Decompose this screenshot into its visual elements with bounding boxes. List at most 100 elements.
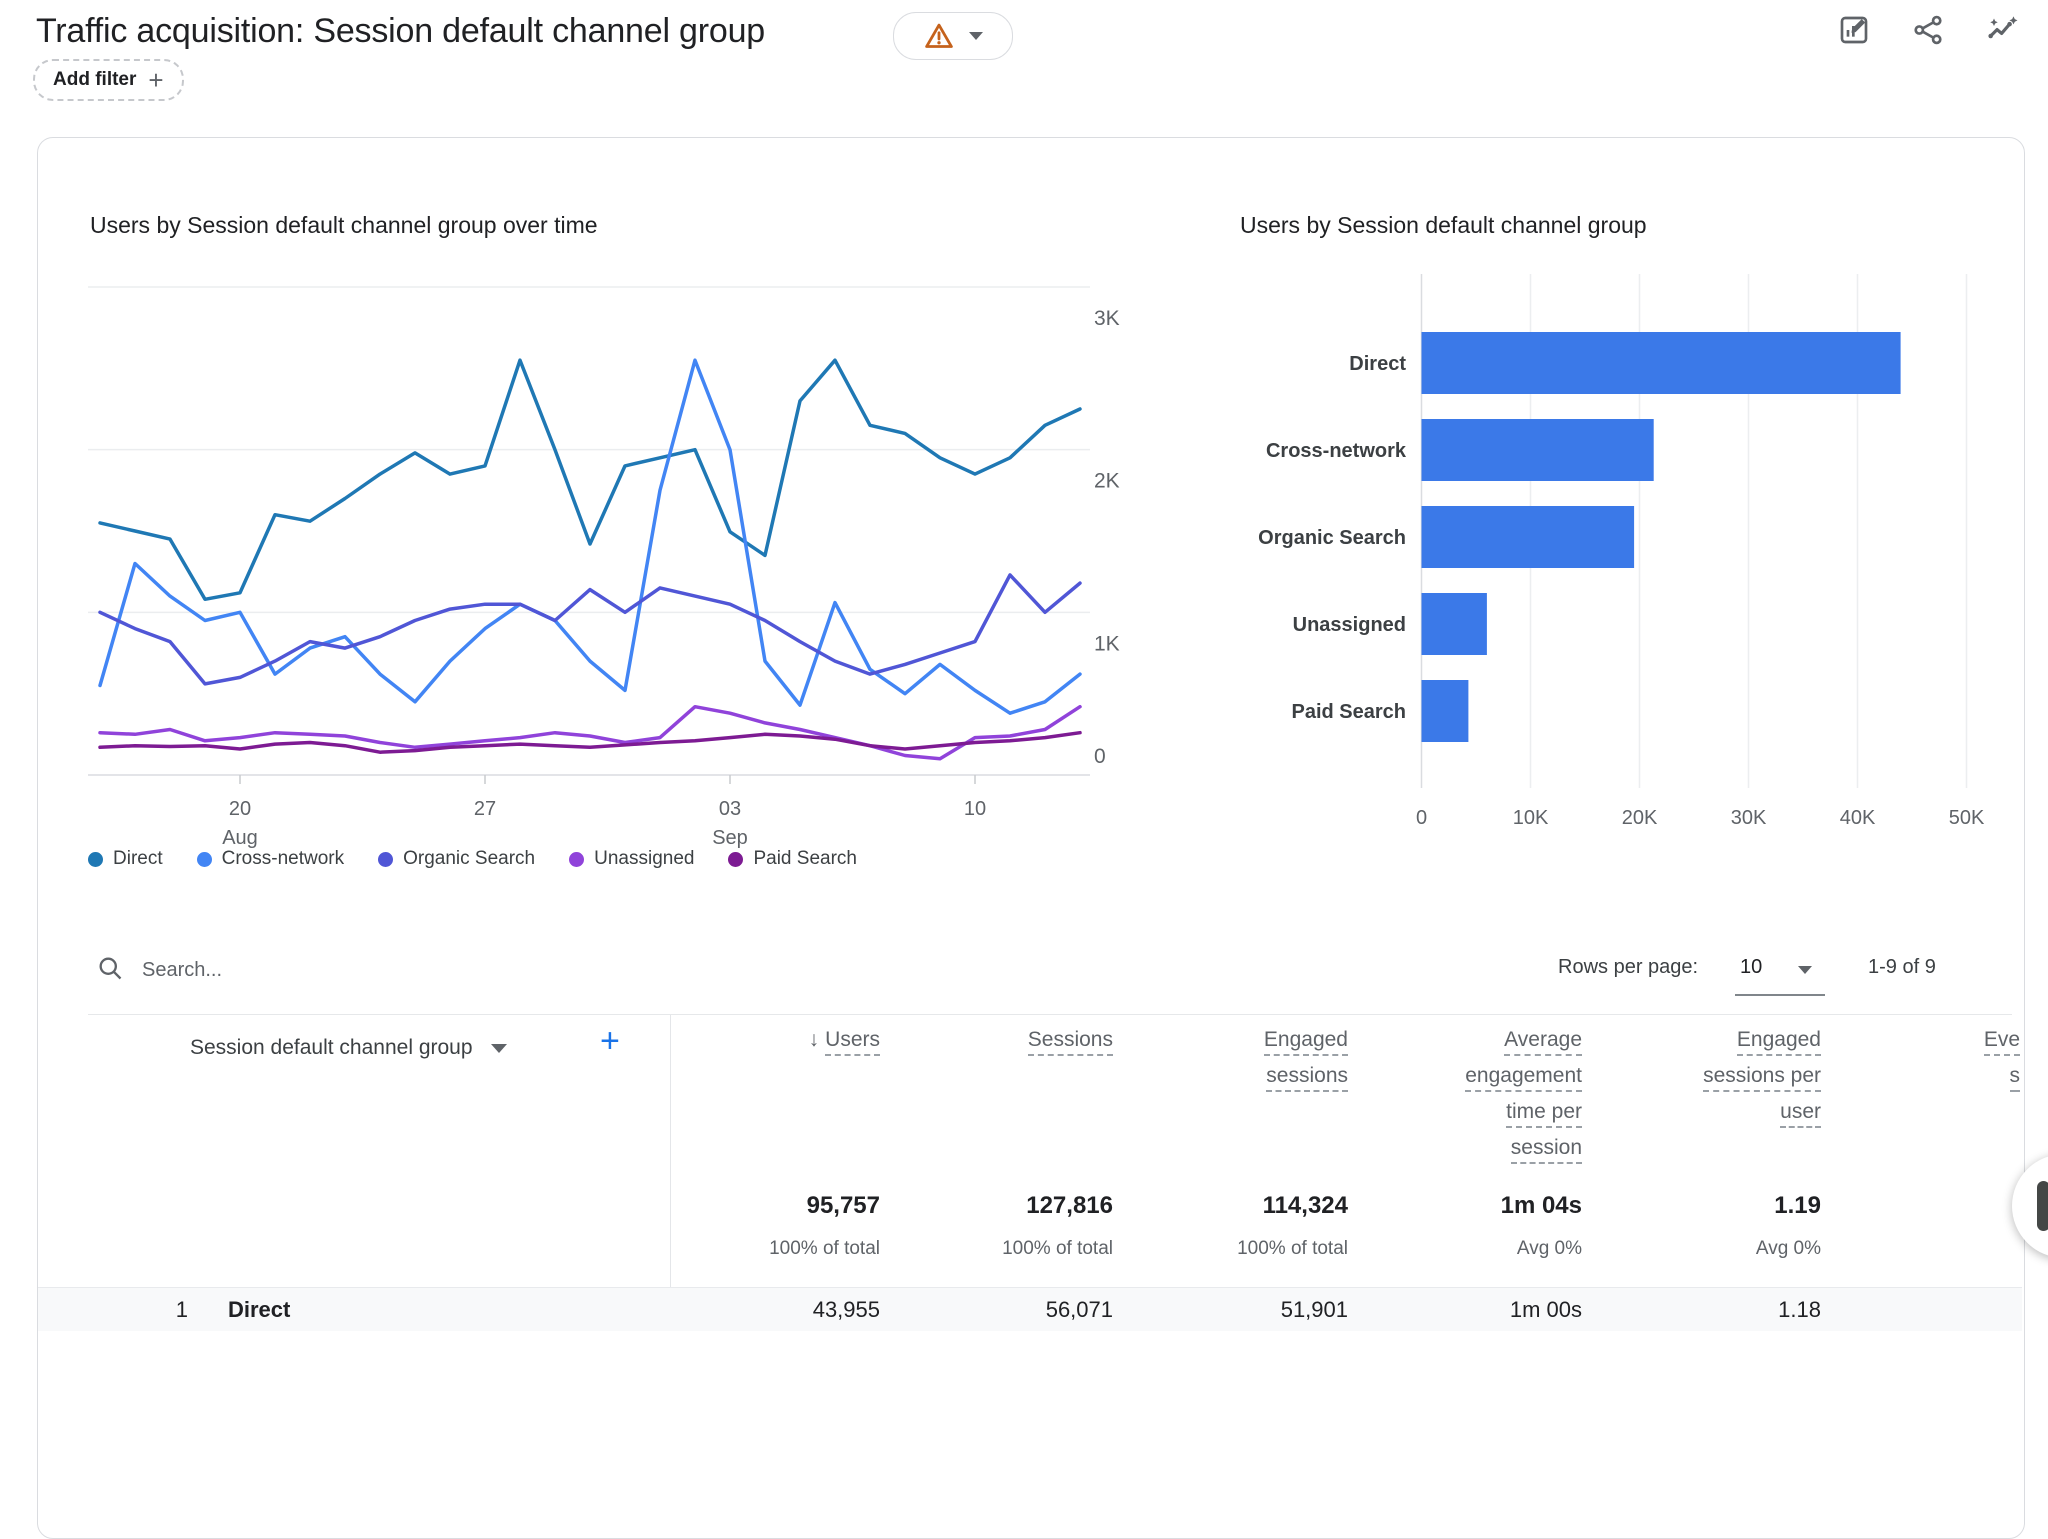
row-metric-value: 56,071 [1045, 1297, 1113, 1322]
metric-column-header[interactable]: Eve s [1821, 1028, 2020, 1100]
rows-per-page-select[interactable]: 10 [1740, 956, 1763, 978]
svg-text:30K: 30K [1731, 807, 1767, 829]
svg-text:0: 0 [1416, 807, 1427, 829]
chevron-down-icon[interactable] [1798, 966, 1812, 974]
svg-text:Sep: Sep [712, 827, 748, 849]
svg-text:Organic Search: Organic Search [1258, 527, 1406, 549]
dimension-header-label: Session default channel group [190, 1036, 473, 1059]
table-row[interactable]: 1 Direct 43,955 56,071 51,901 1m 00s 1.18 [38, 1287, 2022, 1331]
legend-label: Paid Search [753, 848, 857, 869]
metric-column-header[interactable]: Engaged sessions [1113, 1028, 1348, 1100]
chart-legend: Direct Cross-network Organic Search Unas… [88, 848, 857, 870]
row-index: 1 [175, 1297, 188, 1322]
metric-header-label: sessions per [1703, 1064, 1821, 1092]
metric-column-header[interactable]: Sessions [880, 1028, 1113, 1064]
totals-value: 95,757 [806, 1192, 880, 1219]
metric-column-header[interactable]: ↓ Users [670, 1028, 880, 1064]
svg-text:Aug: Aug [222, 827, 258, 849]
select-underline [1735, 994, 1825, 996]
metric-column-header[interactable]: Engaged sessions per user [1582, 1028, 1821, 1136]
search-input[interactable] [140, 950, 664, 990]
edit-report-icon[interactable] [1838, 14, 1870, 46]
row-metric-value: 1m 00s [1509, 1297, 1582, 1322]
metric-header-label: Average [1504, 1028, 1582, 1056]
row-metrics: 43,955 56,071 51,901 1m 00s 1.18 [670, 1288, 2020, 1331]
metric-column-header[interactable]: Average engagement time per session [1348, 1028, 1582, 1172]
legend-item: Cross-network [196, 848, 344, 870]
report-warning-button[interactable] [893, 12, 1013, 60]
legend-dot-icon [569, 851, 585, 867]
metric-header-label: Engaged [1736, 1028, 1821, 1056]
totals-value: 1.19 [1774, 1192, 1821, 1219]
metric-headers-row: ↓ Users Sessions Engaged sessions Average enga… [670, 1028, 2020, 1188]
totals-cell: 114,324 100% of total [1113, 1192, 1348, 1260]
metric-header-label: Users [825, 1028, 880, 1056]
metric-header-label: time per [1506, 1100, 1582, 1128]
svg-text:50K: 50K [1949, 807, 1985, 829]
legend-item: Organic Search [378, 848, 535, 870]
report-toolbar [1838, 14, 2018, 46]
bar-chart: 0 10K 20K 30K 40K 50K Direct Cross-network Organ… [1258, 274, 1985, 829]
legend-dot-icon [728, 851, 744, 867]
metric-header-label: Eve [1983, 1028, 2020, 1056]
totals-subtext: 100% of total [1002, 1238, 1113, 1259]
totals-subtext: Avg 0% [1755, 1238, 1821, 1259]
metric-header-label: engagement [1465, 1064, 1582, 1092]
scroll-handle-bar-icon [2037, 1181, 2048, 1231]
totals-subtext: 100% of total [1237, 1238, 1348, 1259]
svg-text:10: 10 [964, 798, 986, 820]
legend-item: Paid Search [728, 848, 857, 870]
legend-dot-icon [378, 851, 394, 867]
warning-triangle-icon [923, 20, 955, 52]
totals-row: 95,757 100% of total 127,816 100% of total 1… [670, 1192, 2020, 1282]
svg-text:0: 0 [1094, 745, 1106, 768]
svg-text:10K: 10K [1513, 807, 1549, 829]
svg-text:Unassigned: Unassigned [1293, 614, 1406, 636]
totals-cell: 1.19 Avg 0% [1582, 1192, 1821, 1260]
svg-text:20K: 20K [1622, 807, 1658, 829]
svg-text:27: 27 [474, 798, 496, 820]
share-icon[interactable] [1912, 14, 1944, 46]
totals-value: 114,324 [1262, 1192, 1348, 1219]
metric-header-label: Engaged [1263, 1028, 1348, 1056]
add-column-button[interactable]: + [600, 1022, 620, 1060]
pagination-range: 1-9 of 9 [1868, 956, 1936, 978]
metric-header-label: sessions [1266, 1064, 1348, 1092]
svg-text:03: 03 [719, 798, 741, 820]
svg-text:Direct: Direct [1349, 353, 1406, 375]
metric-header-label: Sessions [1027, 1028, 1113, 1056]
legend-label: Direct [113, 848, 163, 869]
svg-text:3K: 3K [1094, 307, 1120, 330]
totals-value: 1m 04s [1500, 1192, 1582, 1219]
traffic-acquisition-report: { "header": { "title": "Traffic acquisit… [33, 12, 2048, 1539]
totals-cell: 127,816 100% of total [880, 1192, 1113, 1260]
totals-cell: 1m 04s Avg 0% [1348, 1192, 1582, 1260]
row-metric-value: 43,955 [812, 1297, 880, 1322]
row-metric-value: 1.18 [1778, 1297, 1821, 1322]
insights-icon[interactable] [1986, 14, 2018, 46]
legend-label: Organic Search [403, 848, 536, 869]
row-dimension-value: Direct [228, 1297, 291, 1322]
legend-item: Direct [88, 848, 163, 870]
totals-subtext: 100% of total [769, 1238, 880, 1259]
legend-item: Unassigned [569, 848, 694, 870]
metric-header-label: session [1510, 1136, 1582, 1164]
dimension-column-header[interactable]: Session default channel group [190, 1036, 507, 1060]
chevron-down-icon [490, 1043, 507, 1053]
line-chart: 3K 2K 1K 0 20 Aug 27 03 Sep 10 [88, 286, 1120, 849]
legend-dot-icon [88, 851, 103, 867]
line-chart-title: Users by Session default channel group o… [90, 212, 598, 238]
add-filter-button[interactable]: Add filter + [33, 59, 184, 101]
totals-cell: 95,757 100% of total [670, 1192, 880, 1260]
chevron-down-icon [969, 32, 983, 40]
plus-icon: + [148, 65, 164, 95]
svg-text:Paid Search: Paid Search [1291, 701, 1406, 723]
metric-header-label: s [2009, 1064, 2020, 1092]
legend-label: Unassigned [594, 848, 695, 869]
legend-dot-icon [196, 851, 212, 867]
totals-cell [1821, 1192, 2020, 1210]
rows-per-page-label: Rows per page: [1558, 956, 1699, 978]
svg-text:20: 20 [229, 798, 251, 820]
bar-chart-title: Users by Session default channel group [1240, 212, 1647, 238]
totals-value: 127,816 [1026, 1192, 1113, 1219]
